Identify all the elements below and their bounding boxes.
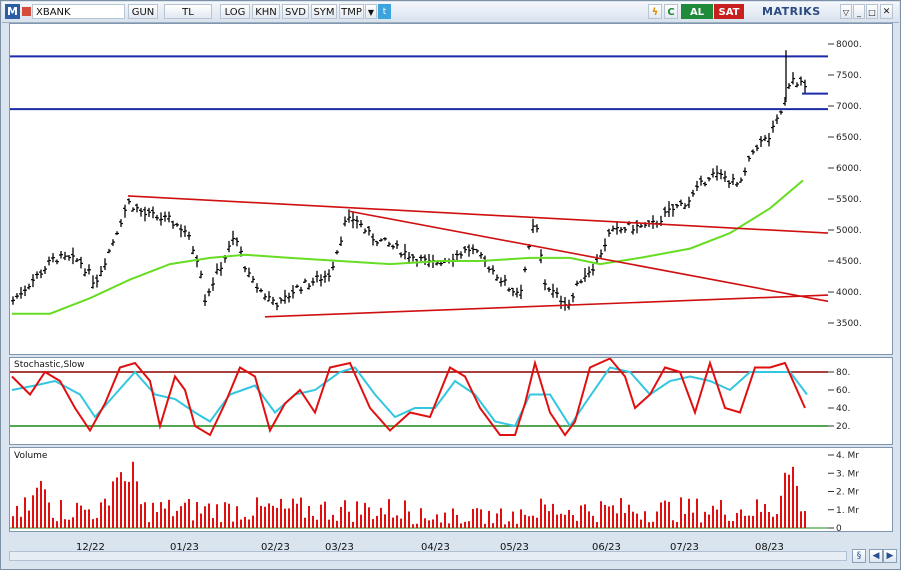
stochastic-d-line [11, 366, 808, 428]
x-tick-label: 04/23 [421, 542, 450, 553]
volume-tick-label: 2. Mr [836, 488, 859, 498]
price-tick-label: 7500. [836, 71, 862, 81]
log-button[interactable]: LOG [220, 4, 250, 19]
brand-logo: MATRIKS [762, 5, 821, 18]
maximize-icon[interactable]: □ [866, 4, 878, 19]
stochastic-tick-label: 80. [836, 368, 850, 378]
volume-panel[interactable]: 4. Mr 3. Mr 2. Mr 1. Mr 0 Volume [9, 447, 893, 532]
volume-tick-label: 1. Mr [836, 506, 859, 516]
volume-tick-label: 4. Mr [836, 451, 859, 461]
buy-button[interactable]: AL [681, 4, 713, 19]
scroll-left-icon[interactable]: ◀ [869, 549, 883, 563]
svd-button[interactable]: SVD [282, 4, 309, 19]
currency-button[interactable]: TL [164, 4, 212, 19]
price-tick-label: 4000. [836, 288, 862, 298]
volume-tick-label: 3. Mr [836, 469, 859, 479]
x-tick-label: 07/23 [670, 542, 699, 553]
khn-button[interactable]: KHN [252, 4, 280, 19]
minimize-icon[interactable]: _ [853, 4, 865, 19]
stochastic-tick-label: 60. [836, 386, 850, 396]
x-tick-label: 08/23 [755, 542, 784, 553]
sym-button[interactable]: SYM [311, 4, 337, 19]
trend-line [127, 195, 829, 234]
twitter-icon[interactable]: t [378, 4, 391, 19]
price-chart: 8000. 7500. 7000. 6500. 6000. 5500. 5000. 4500.… [10, 40, 862, 329]
stochastic-k-line [11, 358, 806, 437]
volume-tick-label: 0 [836, 524, 842, 531]
price-tick-label: 4500. [836, 257, 862, 267]
dropdown-arrow-icon[interactable]: ▼ [365, 4, 377, 19]
volume-title: Volume [14, 451, 48, 461]
app-logo-icon[interactable]: M [5, 4, 20, 19]
tmp-button[interactable]: TMP [339, 4, 364, 19]
price-tick-label: 6500. [836, 133, 862, 143]
volume-chart: 4. Mr 3. Mr 2. Mr 1. Mr 0 [10, 451, 859, 531]
x-tick-label: 01/23 [170, 542, 199, 553]
close-icon[interactable]: ✕ [880, 4, 893, 19]
x-tick-label: 03/23 [325, 542, 354, 553]
price-tick-label: 8000. [836, 40, 862, 50]
x-tick-label: 06/23 [592, 542, 621, 553]
x-tick-label: 02/23 [261, 542, 290, 553]
moving-average-line [12, 179, 804, 315]
stochastic-chart: 80. 60. 40. 20. [10, 358, 850, 437]
price-tick-label: 5500. [836, 195, 862, 205]
collapse-icon[interactable]: ▽ [840, 4, 852, 19]
horizontal-scrollbar[interactable] [9, 551, 847, 561]
price-tick-label: 7000. [836, 102, 862, 112]
symbol-field[interactable]: XBANK [32, 4, 125, 19]
sell-button[interactable]: SAT [714, 4, 744, 19]
stochastic-panel[interactable]: 80. 60. 40. 20. Stochastic,Slow [9, 357, 893, 445]
x-axis: 12/22 01/23 02/23 03/23 04/23 05/23 06/2… [9, 532, 893, 554]
refresh-icon[interactable]: C [664, 4, 678, 19]
x-tick-label: 05/23 [500, 542, 529, 553]
price-tick-label: 3500. [836, 319, 862, 329]
trend-line [349, 210, 829, 303]
stochastic-title: Stochastic,Slow [14, 360, 85, 370]
lightning-icon[interactable]: ϟ [648, 4, 662, 19]
trend-line [264, 294, 829, 318]
stochastic-tick-label: 20. [836, 422, 850, 432]
period-button[interactable]: GUN [128, 4, 158, 19]
sync-icon[interactable]: § [852, 549, 866, 563]
price-tick-label: 5000. [836, 226, 862, 236]
price-panel[interactable]: 8000. 7500. 7000. 6500. 6000. 5500. 5000. 4500.… [9, 23, 893, 355]
close-symbol-icon[interactable] [22, 7, 31, 16]
price-tick-label: 6000. [836, 164, 862, 174]
toolbar: M XBANK GUN TL LOG KHN SVD SYM TMP ▼ t ϟ… [2, 2, 899, 23]
stochastic-tick-label: 40. [836, 404, 850, 414]
scroll-right-icon[interactable]: ▶ [883, 549, 897, 563]
x-tick-label: 12/22 [76, 542, 105, 553]
